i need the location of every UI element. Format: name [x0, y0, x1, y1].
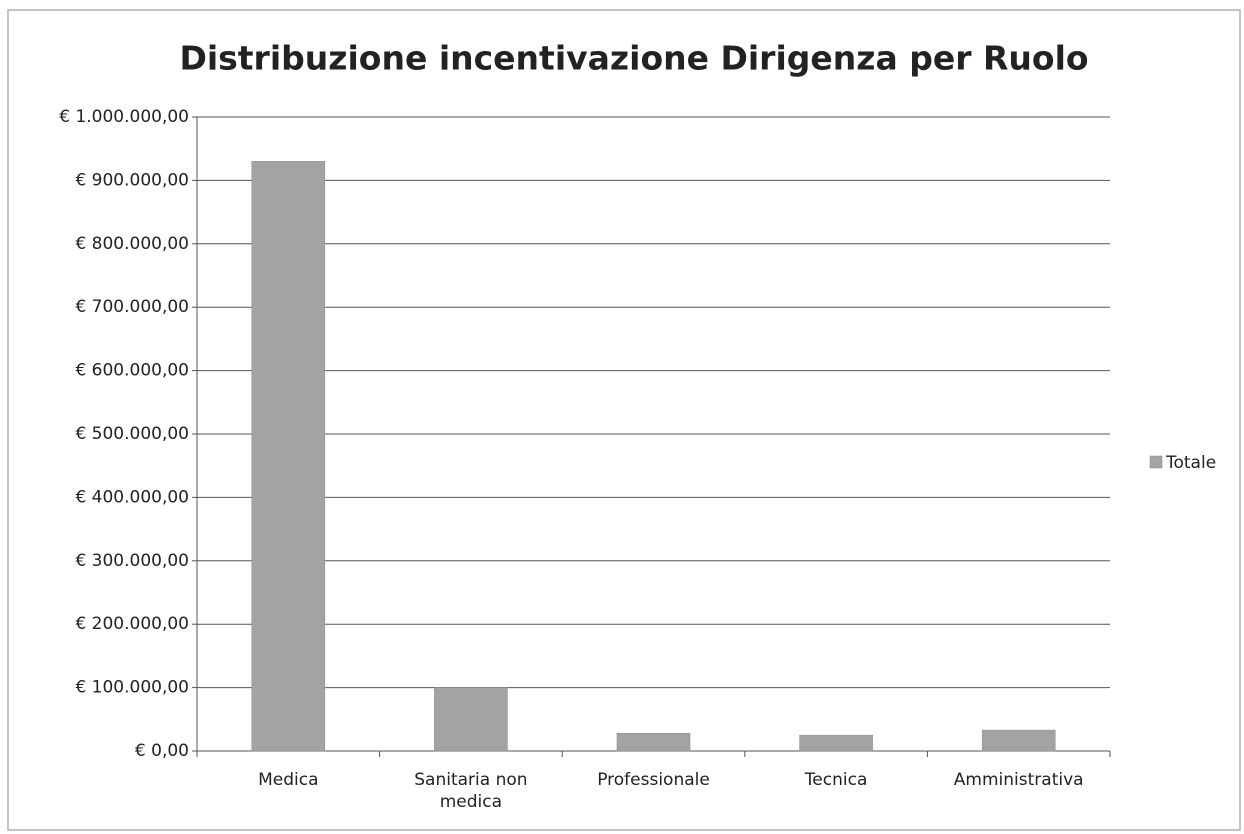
x-tick-label: Amministrativa [953, 770, 1084, 790]
y-tick-label: € 800.000,00 [75, 234, 189, 254]
y-tick-label: € 100.000,00 [75, 678, 189, 698]
x-tick-label-box: Tecnica [804, 770, 868, 790]
legend-label: Totale [1165, 453, 1216, 473]
x-tick-label: Medica [258, 770, 319, 790]
x-tick-label: Tecnica [804, 770, 868, 790]
y-tick-label: € 500.000,00 [75, 424, 189, 444]
y-tick-label: € 400.000,00 [75, 487, 189, 507]
bar [251, 161, 326, 752]
y-tick-label: € 300.000,00 [75, 551, 189, 571]
chart-border [7, 9, 1241, 831]
y-tick-label: € 900.000,00 [75, 170, 189, 190]
bar [434, 687, 508, 752]
bar [981, 729, 1056, 752]
x-tick-label-box: Sanitaria non medica [414, 770, 528, 812]
x-tick-label-box: Professionale [597, 770, 710, 790]
x-tick-label-box: Amministrativa [953, 770, 1084, 790]
x-tick-label: Professionale [597, 770, 710, 790]
y-tick-label: € 1.000.000,00 [59, 107, 189, 127]
chart-title: Distribuzione incentivazione Dirigenza p… [179, 39, 1088, 78]
bar [799, 734, 873, 752]
y-tick-label: € 0,00 [135, 741, 189, 761]
y-tick-label: € 700.000,00 [75, 297, 189, 317]
legend-swatch [1149, 455, 1163, 469]
bar [616, 732, 691, 752]
x-tick-label: Sanitaria non medica [414, 770, 528, 812]
x-tick-label-box: Medica [258, 770, 319, 790]
y-tick-label: € 200.000,00 [75, 614, 189, 634]
y-tick-label: € 600.000,00 [75, 361, 189, 381]
